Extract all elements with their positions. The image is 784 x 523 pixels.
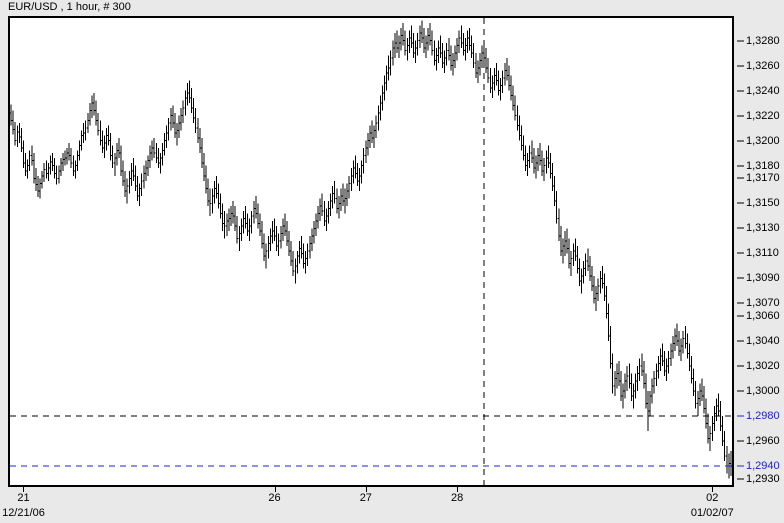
x-axis-label: 02	[706, 492, 719, 504]
x-axis-label: 28	[450, 492, 464, 504]
y-axis-label: 1,3070	[746, 297, 780, 310]
y-axis-label: 1,3090	[746, 272, 780, 285]
y-axis-label: 1,3000	[746, 385, 780, 398]
y-axis-tick	[737, 365, 744, 367]
plot-area[interactable]	[8, 16, 734, 487]
y-axis-tick	[737, 140, 744, 142]
y-axis-tick	[737, 202, 744, 204]
x-axis-label: 26	[268, 492, 281, 504]
x-axis-tick	[366, 487, 367, 492]
y-axis-tick	[737, 65, 744, 67]
y-axis-tick	[737, 302, 744, 304]
y-axis-label-highlight: 1,2940	[746, 460, 780, 473]
x-axis-tick	[712, 487, 713, 492]
x-axis-date-label: 01/02/07	[690, 507, 734, 519]
y-axis-label: 1,3180	[746, 159, 780, 172]
y-axis-label: 1,3150	[746, 197, 780, 210]
y-axis-label: 1,3170	[746, 172, 780, 185]
y-axis-tick	[737, 177, 744, 179]
y-axis-tick	[737, 115, 744, 117]
y-axis-label: 1,3240	[746, 84, 780, 97]
y-axis-label: 1,3220	[746, 109, 780, 122]
price-bars-canvas	[10, 18, 732, 485]
y-axis-tick	[737, 478, 744, 480]
x-axis-label: 21	[17, 492, 30, 504]
y-axis-label: 1,2960	[746, 435, 780, 448]
chart-title: EUR/USD , 1 hour, # 300	[8, 1, 131, 13]
x-axis-date-label: 12/21/06	[2, 507, 45, 519]
y-axis-tick	[737, 165, 744, 167]
y-axis-label: 1,3200	[746, 134, 780, 147]
y-axis-tick	[737, 227, 744, 229]
y-axis-tick	[737, 390, 744, 392]
y-axis-label: 1,2930	[746, 472, 780, 485]
y-axis-label: 1,3280	[746, 34, 780, 47]
y-axis-label-highlight: 1,2980	[746, 410, 780, 423]
y-axis-label: 1,3130	[746, 222, 780, 235]
y-axis-tick	[737, 465, 744, 467]
y-axis-label: 1,3040	[746, 335, 780, 348]
x-axis-tick	[457, 487, 458, 492]
x-axis-tick	[275, 487, 276, 492]
y-axis-tick	[737, 415, 744, 417]
y-axis-tick	[737, 277, 744, 279]
y-axis-tick	[737, 340, 744, 342]
y-axis-label: 1,3060	[746, 309, 780, 322]
x-axis-tick	[23, 487, 24, 492]
y-axis-tick	[737, 252, 744, 254]
y-axis-tick	[737, 440, 744, 442]
x-axis-label: 27	[359, 492, 372, 504]
y-axis-tick	[737, 315, 744, 317]
y-axis-tick	[737, 40, 744, 42]
y-axis-label: 1,3110	[746, 247, 779, 260]
y-axis-label: 1,3020	[746, 360, 780, 373]
y-axis-tick	[737, 90, 744, 92]
y-axis-label: 1,3260	[746, 59, 780, 72]
